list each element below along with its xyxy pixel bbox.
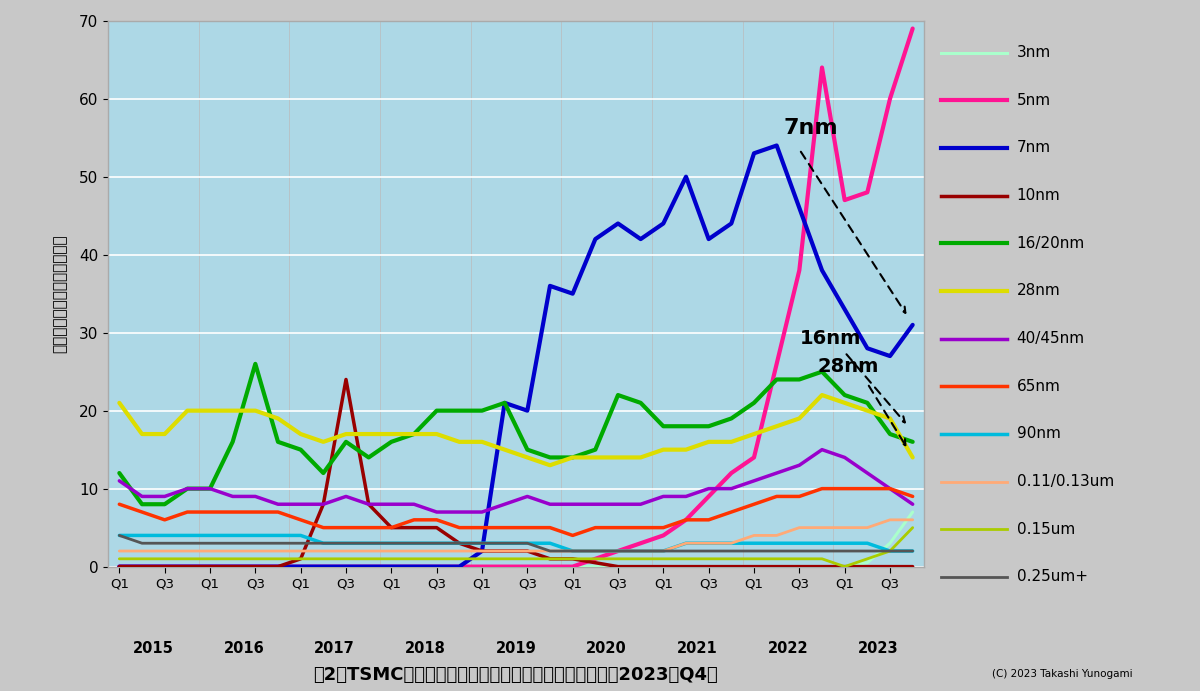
- Text: 10nm: 10nm: [1016, 188, 1061, 203]
- Text: 28nm: 28nm: [817, 357, 878, 376]
- Text: 28nm: 28nm: [1016, 283, 1061, 299]
- Text: 5nm: 5nm: [1016, 93, 1051, 108]
- Text: 16nm: 16nm: [799, 330, 860, 348]
- Text: 40/45nm: 40/45nm: [1016, 331, 1085, 346]
- Text: 2018: 2018: [404, 641, 445, 656]
- Text: 3nm: 3nm: [1016, 45, 1051, 60]
- Text: 2021: 2021: [677, 641, 718, 656]
- Text: 0.11/0.13um: 0.11/0.13um: [1016, 474, 1114, 489]
- Text: 2019: 2019: [496, 641, 536, 656]
- Text: 図2　TSMCの各テクノロジーノードの売上高の推移（～2023年Q4）: 図2 TSMCの各テクノロジーノードの売上高の推移（～2023年Q4）: [313, 666, 719, 684]
- Text: 7nm: 7nm: [784, 117, 838, 138]
- Text: 90nm: 90nm: [1016, 426, 1061, 442]
- Text: 0.15um: 0.15um: [1016, 522, 1075, 537]
- Text: 16/20nm: 16/20nm: [1016, 236, 1085, 251]
- Y-axis label: ノード別の売上高（億ドル）: ノード別の売上高（億ドル）: [53, 234, 67, 353]
- Text: 0.25um+: 0.25um+: [1016, 569, 1087, 585]
- Text: 2022: 2022: [768, 641, 809, 656]
- Text: 2016: 2016: [223, 641, 264, 656]
- Text: 7nm: 7nm: [1016, 140, 1051, 155]
- Text: 2020: 2020: [587, 641, 628, 656]
- Text: 2017: 2017: [314, 641, 355, 656]
- Text: 65nm: 65nm: [1016, 379, 1061, 394]
- Text: 2015: 2015: [133, 641, 174, 656]
- Text: (C) 2023 Takashi Yunogami: (C) 2023 Takashi Yunogami: [991, 669, 1133, 679]
- Text: 2023: 2023: [858, 641, 899, 656]
